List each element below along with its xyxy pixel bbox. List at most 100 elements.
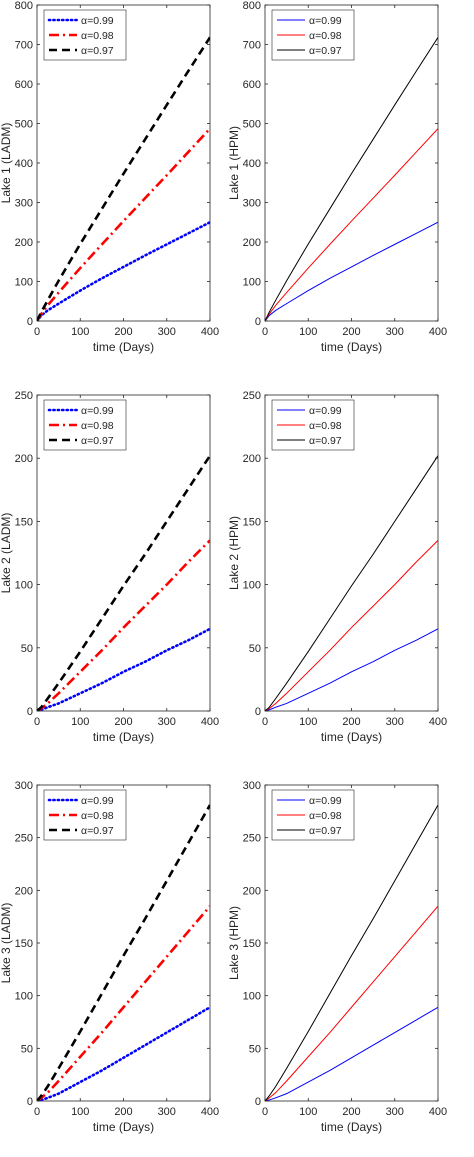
legend-label-2: α=0.97 [81, 45, 114, 57]
panel-lake2-hpm: 0 100 200 300 400 0 50 100 150 200 250 time (Days) L… [227, 390, 447, 744]
x-tick-label: 0 [262, 1106, 268, 1118]
x-tick-label: 400 [201, 326, 219, 338]
legend-label-1: α=0.98 [309, 810, 342, 822]
y-tick-label: 200 [243, 237, 261, 249]
x-tick-label: 0 [262, 326, 268, 338]
series-line-1 [37, 905, 210, 1101]
y-tick-label: 300 [243, 198, 261, 210]
legend-label-1: α=0.98 [81, 810, 114, 822]
x-tick-label: 0 [262, 716, 268, 728]
x-tick-label: 0 [34, 1106, 40, 1118]
y-tick-label: 100 [243, 991, 261, 1003]
legend-box [43, 789, 127, 841]
y-tick-label: 250 [15, 833, 33, 845]
legend-label-2: α=0.97 [81, 435, 114, 447]
y-tick-label: 500 [243, 119, 261, 131]
legend-label-0: α=0.99 [309, 795, 342, 807]
series-line-2 [265, 455, 438, 711]
x-tick-label: 300 [158, 1106, 176, 1118]
y-tick-label: 150 [15, 938, 33, 950]
panel-lake1-ladm: 0 100 200 300 400 0 100 200 300 400 500 600 700 800 ti… [0, 0, 219, 354]
x-tick-label: 100 [71, 716, 89, 728]
series-line-2 [37, 804, 210, 1101]
y-tick-label: 250 [243, 390, 261, 402]
series-line-1 [265, 128, 438, 321]
x-axis-label: time (Days) [93, 730, 154, 744]
x-axis-label: time (Days) [93, 1120, 154, 1134]
legend-label-2: α=0.97 [81, 825, 114, 837]
y-tick-label: 800 [243, 0, 261, 12]
y-tick-label: 500 [15, 119, 33, 131]
legend-label-0: α=0.99 [309, 15, 342, 27]
series-line-0 [37, 627, 210, 711]
legend-label-1: α=0.98 [309, 420, 342, 432]
y-tick-label: 0 [27, 706, 33, 718]
legend-label-2: α=0.97 [309, 435, 342, 447]
legend-label-1: α=0.98 [81, 30, 114, 42]
y-tick-label: 300 [243, 780, 261, 792]
y-tick-label: 50 [249, 643, 261, 655]
legend-label-2: α=0.97 [309, 825, 342, 837]
legend-label-2: α=0.97 [309, 45, 342, 57]
series-line-2 [37, 36, 210, 321]
y-tick-label: 50 [249, 1043, 261, 1055]
y-tick-label: 200 [243, 453, 261, 465]
series-line-2 [265, 804, 438, 1101]
x-tick-label: 200 [114, 326, 132, 338]
x-tick-label: 200 [114, 716, 132, 728]
panel-lake1-hpm: 0 100 200 300 400 0 100 200 300 400 500 600 700 800 ti… [227, 0, 447, 354]
legend-label-0: α=0.99 [81, 795, 114, 807]
series-group [265, 804, 438, 1101]
series-line-0 [265, 221, 438, 321]
y-tick-label: 0 [255, 316, 261, 328]
y-tick-label: 600 [243, 79, 261, 91]
y-tick-label: 400 [15, 158, 33, 170]
x-tick-label: 0 [34, 326, 40, 338]
legend: α=0.99 α=0.98 α=0.97 [43, 9, 127, 61]
panel-lake3-hpm: 0 100 200 300 400 0 50 100 150 200 250 300 time (Day… [227, 780, 447, 1134]
y-tick-label: 150 [243, 516, 261, 528]
legend: α=0.99 α=0.98 α=0.97 [43, 399, 127, 451]
x-tick-label: 400 [429, 716, 447, 728]
x-tick-label: 200 [114, 1106, 132, 1118]
x-tick-label: 300 [158, 326, 176, 338]
y-tick-label: 100 [15, 991, 33, 1003]
series-line-1 [265, 905, 438, 1101]
x-tick-label: 0 [34, 716, 40, 728]
x-tick-label: 200 [342, 326, 360, 338]
y-tick-label: 200 [15, 237, 33, 249]
series-line-1 [37, 539, 210, 711]
x-tick-label: 200 [342, 716, 360, 728]
y-axis-label: Lake 1 (LADM) [0, 123, 13, 204]
legend: α=0.99 α=0.98 α=0.97 [271, 399, 355, 451]
y-tick-label: 600 [15, 79, 33, 91]
x-tick-label: 200 [342, 1106, 360, 1118]
y-axis-label: Lake 2 (HPM) [227, 516, 241, 590]
x-tick-label: 100 [299, 1106, 317, 1118]
y-tick-label: 150 [243, 938, 261, 950]
series-line-1 [37, 127, 210, 321]
series-line-0 [265, 628, 438, 711]
panel-lake3-ladm: 0 100 200 300 400 0 50 100 150 200 250 300 time (Day… [0, 780, 219, 1134]
y-tick-label: 100 [243, 277, 261, 289]
x-tick-label: 400 [201, 1106, 219, 1118]
y-tick-label: 50 [21, 1043, 33, 1055]
y-axis-label: Lake 1 (HPM) [227, 126, 241, 200]
y-tick-label: 300 [15, 780, 33, 792]
x-tick-label: 300 [386, 716, 404, 728]
y-tick-label: 250 [243, 833, 261, 845]
y-tick-label: 250 [15, 390, 33, 402]
x-tick-label: 300 [158, 716, 176, 728]
x-tick-label: 100 [71, 326, 89, 338]
y-tick-label: 150 [15, 516, 33, 528]
x-axis-label: time (Days) [321, 340, 382, 354]
y-tick-label: 300 [15, 198, 33, 210]
y-tick-label: 0 [27, 316, 33, 328]
legend: α=0.99 α=0.98 α=0.97 [43, 789, 127, 841]
series-group [37, 36, 210, 321]
y-axis-label: Lake 3 (HPM) [227, 906, 241, 980]
x-tick-label: 400 [429, 326, 447, 338]
x-axis-label: time (Days) [321, 1120, 382, 1134]
y-tick-label: 200 [15, 885, 33, 897]
